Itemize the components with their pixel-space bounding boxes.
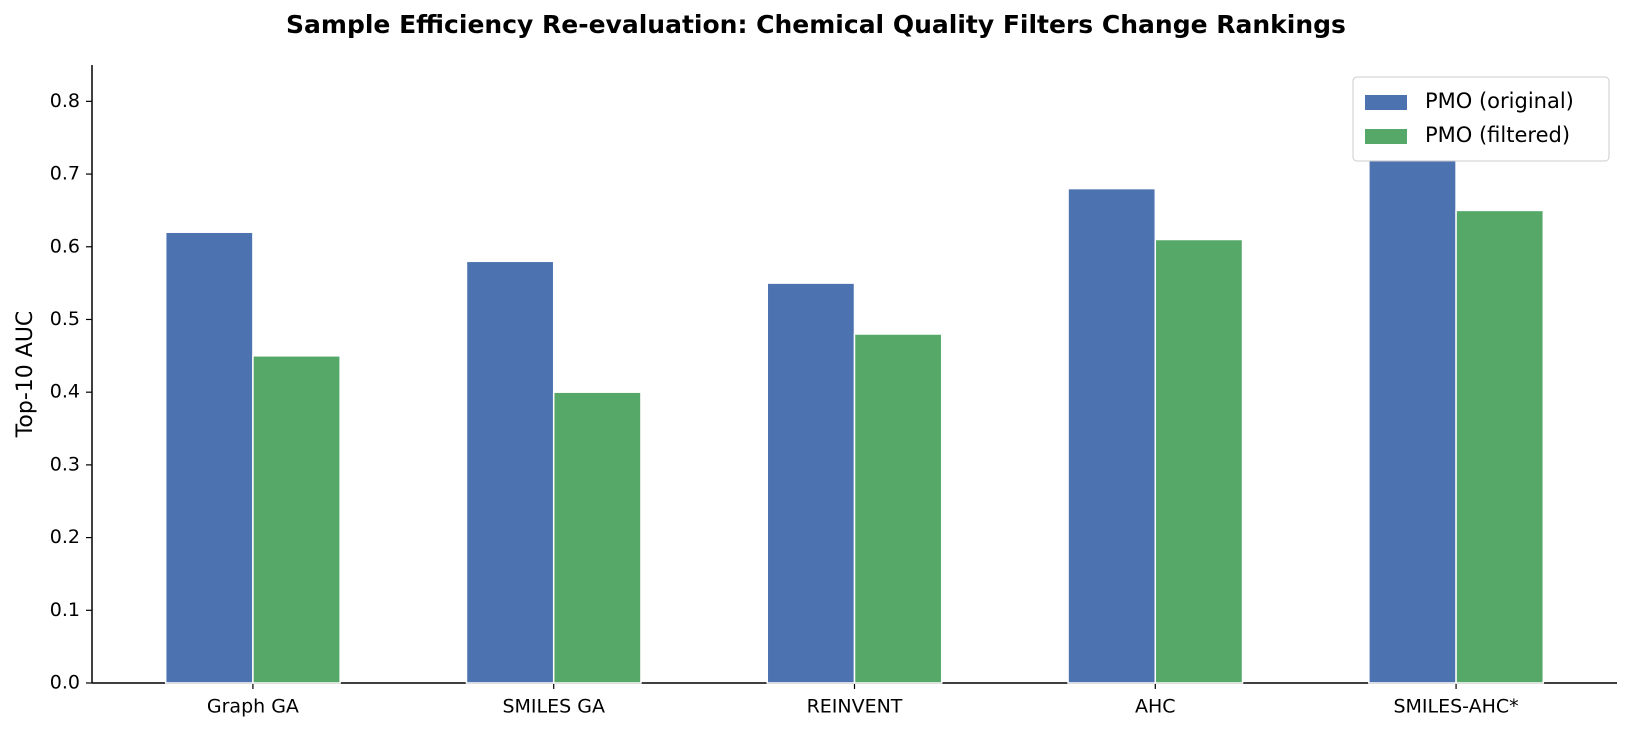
chart-title: Sample Efficiency Re-evaluation: Chemica…	[286, 10, 1346, 39]
bar	[465, 260, 555, 684]
bar	[1455, 209, 1545, 684]
y-tick-label: 0.7	[50, 163, 80, 185]
x-tick-label: REINVENT	[807, 696, 903, 718]
legend-label: PMO (filtered)	[1425, 123, 1570, 147]
y-tick-label: 0.3	[50, 453, 80, 475]
legend-swatch	[1365, 129, 1407, 144]
bar	[1067, 187, 1157, 684]
y-tick-label: 0.0	[50, 672, 80, 694]
bar	[164, 231, 254, 684]
y-tick-label: 0.4	[50, 381, 80, 403]
bar	[853, 333, 943, 684]
x-tick-label: SMILES GA	[502, 696, 604, 718]
y-tick-label: 0.6	[50, 235, 80, 257]
y-tick-label: 0.1	[50, 599, 80, 621]
bar	[1368, 158, 1457, 684]
x-tick-label: Graph GA	[207, 696, 299, 718]
bar	[766, 282, 856, 684]
y-tick-label: 0.8	[50, 90, 80, 112]
bar	[1154, 238, 1244, 684]
y-tick-label: 0.2	[50, 526, 80, 548]
legend-box	[1352, 76, 1610, 162]
y-axis-label: Top-10 AUC	[13, 311, 38, 439]
x-tick-label: SMILES-AHC*	[1393, 696, 1518, 718]
legend-swatch	[1365, 95, 1407, 110]
y-tick-label: 0.5	[50, 308, 80, 330]
x-tick-label: AHC	[1135, 696, 1176, 718]
bar	[252, 355, 341, 684]
legend: PMO (original) PMO (filtered)	[1352, 76, 1610, 162]
legend-label: PMO (original)	[1425, 89, 1574, 113]
bar	[552, 391, 642, 684]
